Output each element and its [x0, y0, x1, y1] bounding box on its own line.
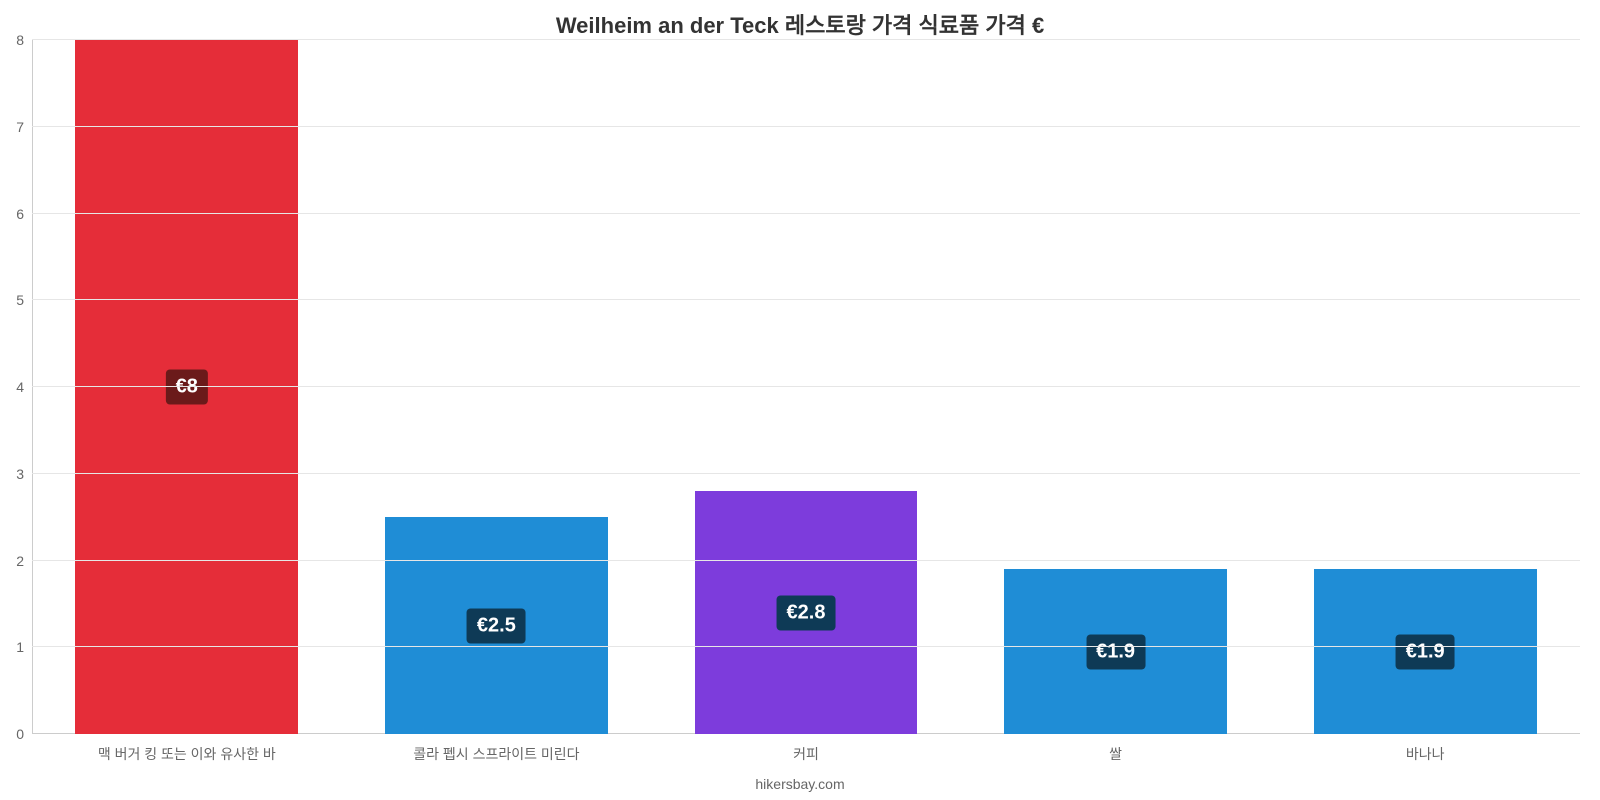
y-tick-label: 2	[16, 553, 32, 569]
bar: €1.9	[1004, 569, 1227, 734]
gridline	[32, 386, 1580, 387]
bar: €2.5	[385, 517, 608, 734]
bar-value-badge: €8	[166, 370, 208, 405]
y-tick-label: 4	[16, 379, 32, 395]
gridline	[32, 39, 1580, 40]
bar-value-badge: €1.9	[1396, 634, 1455, 669]
bar-value-badge: €2.8	[777, 595, 836, 630]
y-tick-label: 7	[16, 119, 32, 135]
gridline	[32, 473, 1580, 474]
chart-title: Weilheim an der Teck 레스토랑 가격 식료품 가격 €	[0, 0, 1600, 40]
x-tick-label: 맥 버거 킹 또는 이와 유사한 바	[98, 734, 276, 764]
gridline	[32, 646, 1580, 647]
bar-value-badge: €2.5	[467, 608, 526, 643]
bar: €1.9	[1314, 569, 1537, 734]
bar: €2.8	[695, 491, 918, 734]
price-bar-chart: Weilheim an der Teck 레스토랑 가격 식료품 가격 € €8…	[0, 0, 1600, 800]
gridline	[32, 213, 1580, 214]
y-tick-label: 3	[16, 466, 32, 482]
x-tick-label: 바나나	[1406, 734, 1445, 764]
plot-area: €8€2.5€2.8€1.9€1.9 012345678맥 버거 킹 또는 이와…	[32, 40, 1580, 734]
x-tick-label: 커피	[793, 734, 819, 764]
y-tick-label: 1	[16, 639, 32, 655]
chart-source: hikersbay.com	[755, 776, 844, 792]
gridline	[32, 560, 1580, 561]
y-tick-label: 8	[16, 32, 32, 48]
y-tick-label: 5	[16, 292, 32, 308]
bar: €8	[75, 40, 298, 734]
bars-container: €8 €2.5 €2.8 €1.9 €1.9	[32, 40, 1580, 734]
x-tick-label: 쌀	[1109, 734, 1122, 764]
y-tick-label: 6	[16, 206, 32, 222]
gridline	[32, 126, 1580, 127]
bar-value-badge: €1.9	[1086, 634, 1145, 669]
gridline	[32, 299, 1580, 300]
x-tick-label: 콜라 펩시 스프라이트 미린다	[413, 734, 579, 764]
y-tick-label: 0	[16, 726, 32, 742]
